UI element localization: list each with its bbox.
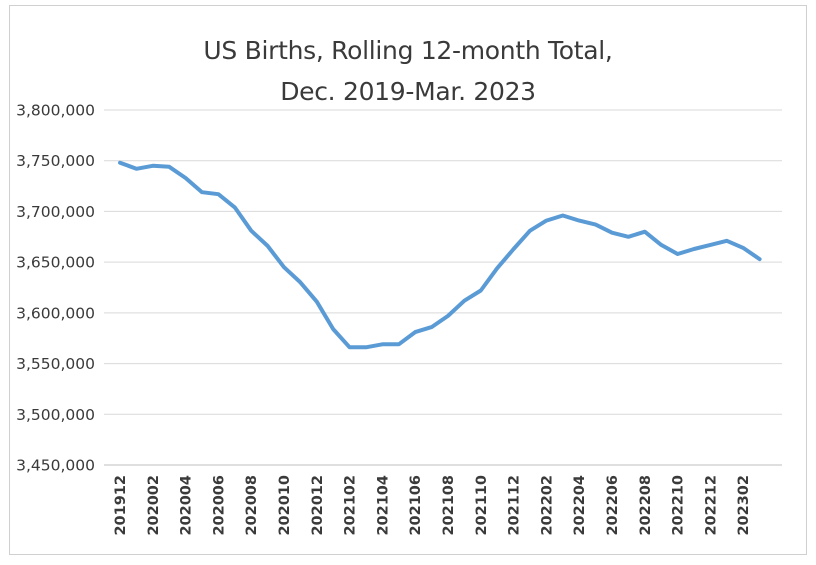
x-tick-label: 202110	[474, 475, 490, 536]
x-tick-label: 202210	[671, 475, 687, 536]
y-tick-label: 3,450,000	[16, 457, 95, 475]
x-tick-label: 202108	[441, 475, 457, 536]
y-tick-label: 3,800,000	[16, 102, 95, 120]
y-tick-label: 3,700,000	[16, 203, 95, 221]
gridlines	[104, 109, 782, 415]
x-tick-label: 202004	[179, 475, 195, 536]
x-tick-label: 202006	[211, 475, 227, 536]
x-tick-label: 202102	[343, 475, 359, 536]
y-tick-label: 3,750,000	[16, 152, 95, 170]
x-tick-label: 202112	[507, 475, 523, 536]
x-tick-label: 202206	[605, 475, 621, 536]
x-tick-label: 202008	[244, 475, 260, 536]
x-tick-label: 202002	[146, 475, 162, 536]
series-line	[118, 160, 762, 350]
x-axis-tick-labels: 201912 202002 202004 202006 202008 202010 2020…	[113, 475, 752, 536]
x-tick-label: 202104	[375, 475, 391, 536]
y-tick-label: 3,500,000	[16, 406, 95, 424]
x-tick-label: 202106	[408, 475, 424, 536]
y-tick-label: 3,600,000	[16, 304, 95, 322]
x-tick-label: 202208	[638, 475, 654, 536]
x-tick-label: 202302	[736, 475, 752, 536]
x-tick-label: 202204	[572, 475, 588, 536]
x-tick-label: 202212	[703, 475, 719, 536]
y-axis-tick-labels: 3,450,000 3,500,000 3,550,000 3,600,000 3,65…	[16, 102, 95, 475]
y-tick-label: 3,550,000	[16, 355, 95, 373]
chart-title-line-1: US Births, Rolling 12-month Total,	[203, 36, 613, 65]
y-tick-label: 3,650,000	[16, 254, 95, 272]
x-tick-label: 202010	[277, 475, 293, 536]
x-tick-label: 202202	[539, 475, 555, 536]
chart-frame	[9, 5, 807, 555]
x-tick-label: 202012	[310, 475, 326, 536]
series-layer	[118, 160, 762, 350]
chart-title-line-2: Dec. 2019-Mar. 2023	[280, 77, 536, 106]
x-tick-label: 201912	[113, 475, 129, 536]
